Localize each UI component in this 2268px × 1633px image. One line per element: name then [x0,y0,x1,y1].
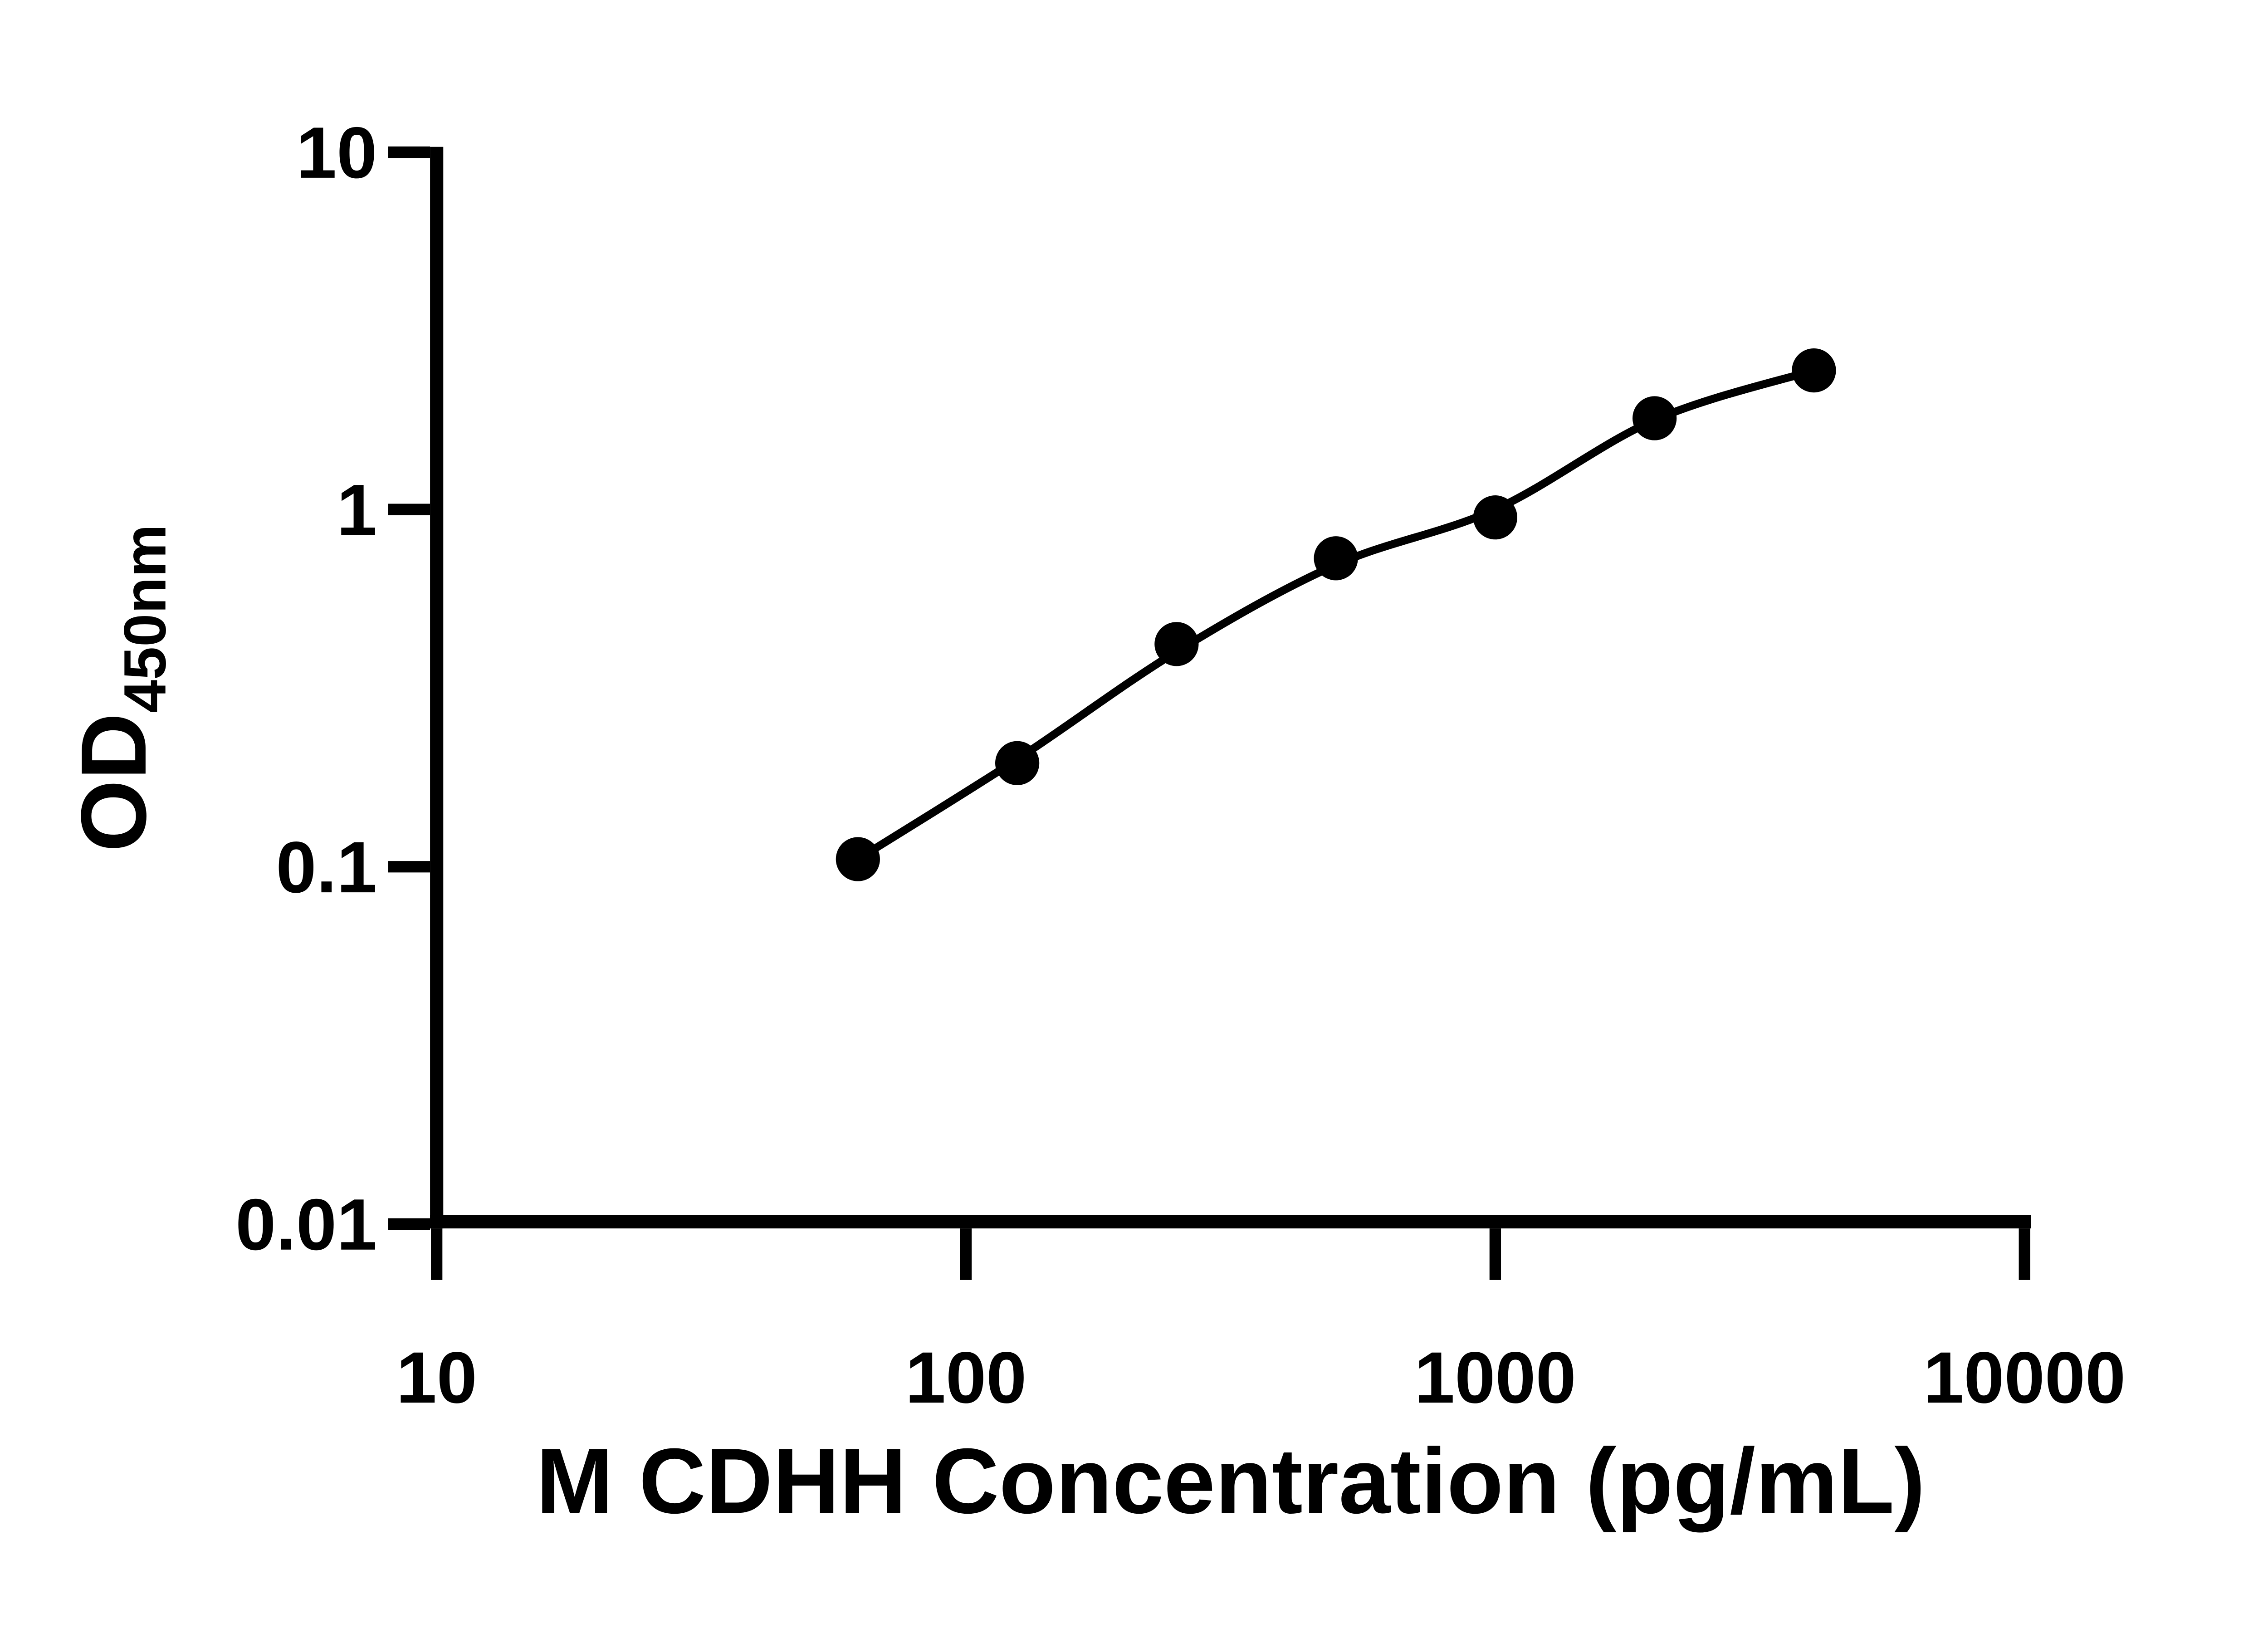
x-axis-tick-label: 1000 [1414,1337,1576,1418]
elisa-standard-curve-figure: 10 1 0.1 0.01 10 100 1000 10000 M CDHH Concentr… [62,112,2126,1533]
data-point [1154,622,1199,666]
data-point [836,837,880,881]
data-point [1473,495,1518,540]
x-axis-tick-label: 100 [905,1337,1027,1418]
y-axis-tick-label: 1 [337,469,377,551]
x-axis-tick-label: 10 [396,1337,477,1418]
data-point [1633,396,1677,440]
x-axis-tick-label: 10000 [1923,1337,2126,1418]
standard-curve-line [855,367,1815,863]
data-point [995,741,1040,785]
y-axis-tick-label: 0.1 [276,826,377,908]
x-axis-title: M CDHH Concentration (pg/mL) [536,1429,1926,1533]
y-axis-title-subscript: 450nm [112,524,178,713]
y-axis-title: OD450nm [62,524,178,852]
data-point [1314,536,1358,581]
y-axis-title-main: OD [62,713,166,852]
data-point [1792,348,1836,393]
y-axis-tick-label: 10 [296,112,377,193]
y-axis-tick-label: 0.01 [235,1184,377,1265]
